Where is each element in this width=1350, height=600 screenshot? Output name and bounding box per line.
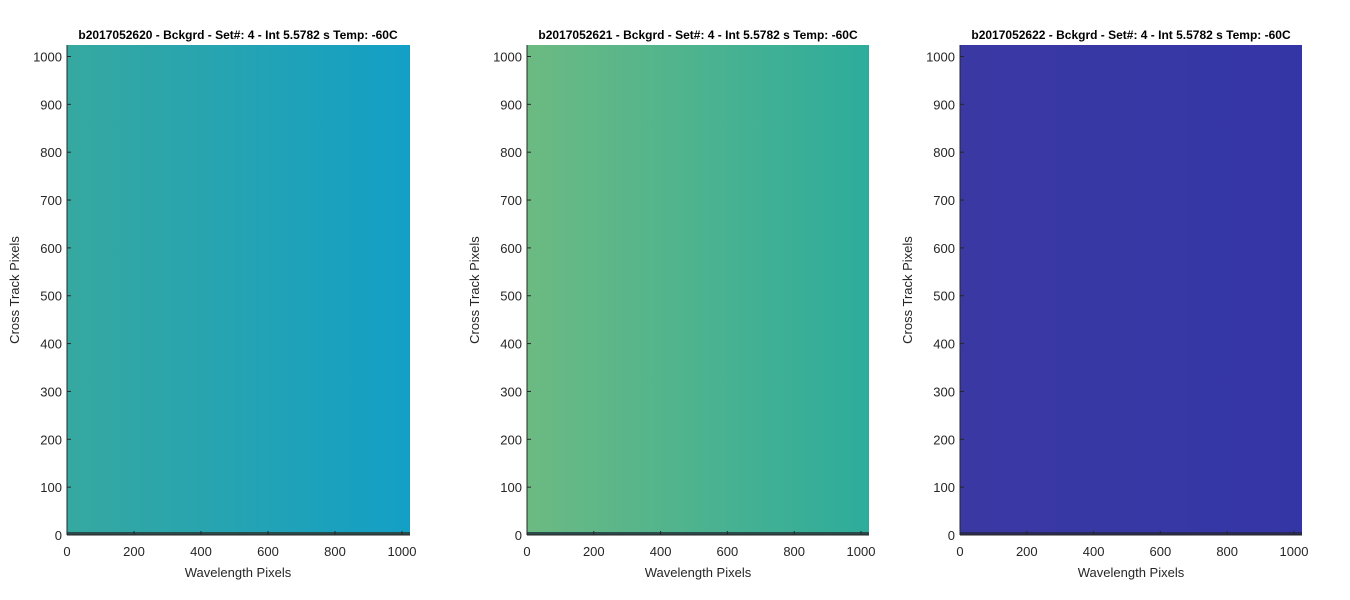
y-axis-label: Cross Track Pixels — [7, 236, 22, 344]
subplot-3: b2017052622 - Bckgrd - Set#: 4 - Int 5.5… — [900, 28, 1308, 580]
y-tick-label: 300 — [40, 384, 62, 399]
subplot-1: b2017052620 - Bckgrd - Set#: 4 - Int 5.5… — [7, 28, 416, 580]
y-tick-label: 600 — [500, 241, 522, 256]
y-tick-label: 1000 — [33, 49, 62, 64]
x-tick-label: 200 — [1016, 544, 1038, 559]
x-tick-label: 1000 — [388, 544, 417, 559]
y-tick-label: 400 — [933, 337, 955, 352]
x-tick-label: 1000 — [1280, 544, 1309, 559]
plot-area: 0 100 200 300 400 500 600 700 800 900 1000 0 200 400 6… — [33, 45, 416, 559]
y-tick-label: 600 — [933, 241, 955, 256]
heatmap-image — [67, 45, 410, 535]
y-tick-label: 200 — [40, 432, 62, 447]
y-tick-label: 700 — [500, 193, 522, 208]
x-tick-label: 200 — [583, 544, 605, 559]
y-tick-label: 500 — [40, 289, 62, 304]
plot-area: 0 100 200 300 400 500 600 700 800 900 1000 0 200 400 6… — [926, 45, 1308, 559]
x-tick-label: 1000 — [847, 544, 876, 559]
y-tick-label: 0 — [948, 528, 955, 543]
x-tick-label: 600 — [257, 544, 279, 559]
x-tick-label: 200 — [123, 544, 145, 559]
x-tick-label: 0 — [523, 544, 530, 559]
y-tick-label: 0 — [515, 528, 522, 543]
x-tick-label: 400 — [650, 544, 672, 559]
y-tick-label: 100 — [40, 480, 62, 495]
y-tick-label: 500 — [933, 289, 955, 304]
x-tick-label: 800 — [1216, 544, 1238, 559]
y-tick-label: 1000 — [493, 49, 522, 64]
subplot-2: b2017052621 - Bckgrd - Set#: 4 - Int 5.5… — [467, 28, 875, 580]
x-tick-label: 0 — [956, 544, 963, 559]
x-tick-label: 400 — [190, 544, 212, 559]
y-tick-label: 300 — [933, 384, 955, 399]
y-tick-label: 900 — [500, 97, 522, 112]
x-tick-label: 400 — [1083, 544, 1105, 559]
x-axis-label: Wavelength Pixels — [645, 565, 752, 580]
y-tick-label: 800 — [500, 145, 522, 160]
y-tick-label: 300 — [500, 384, 522, 399]
y-tick-label: 100 — [500, 480, 522, 495]
heatmap-bottom-row — [960, 532, 1302, 535]
x-tick-label: 800 — [324, 544, 346, 559]
y-tick-label: 900 — [40, 97, 62, 112]
y-axis-label: Cross Track Pixels — [900, 236, 915, 344]
plot-title: b2017052620 - Bckgrd - Set#: 4 - Int 5.5… — [78, 28, 398, 42]
y-axis-label: Cross Track Pixels — [467, 236, 482, 344]
x-tick-label: 0 — [63, 544, 70, 559]
y-tick-label: 400 — [500, 337, 522, 352]
heatmap-bottom-row — [527, 532, 869, 535]
y-tick-label: 1000 — [926, 49, 955, 64]
x-axis-label: Wavelength Pixels — [185, 565, 292, 580]
y-tick-label: 800 — [933, 145, 955, 160]
y-tick-label: 200 — [500, 432, 522, 447]
plot-title: b2017052621 - Bckgrd - Set#: 4 - Int 5.5… — [538, 28, 858, 42]
heatmap-image — [960, 45, 1302, 535]
x-tick-label: 600 — [1150, 544, 1172, 559]
y-tick-label: 700 — [40, 193, 62, 208]
x-tick-label: 800 — [783, 544, 805, 559]
heatmap-bottom-row — [67, 532, 410, 535]
y-tick-label: 0 — [55, 528, 62, 543]
plot-title: b2017052622 - Bckgrd - Set#: 4 - Int 5.5… — [971, 28, 1291, 42]
y-tick-label: 600 — [40, 241, 62, 256]
y-tick-label: 500 — [500, 289, 522, 304]
x-axis-label: Wavelength Pixels — [1078, 565, 1185, 580]
heatmap-image — [527, 45, 869, 535]
x-tick-label: 600 — [717, 544, 739, 559]
y-tick-label: 900 — [933, 97, 955, 112]
y-tick-label: 700 — [933, 193, 955, 208]
y-tick-label: 200 — [933, 432, 955, 447]
y-tick-label: 100 — [933, 480, 955, 495]
plot-area: 0 100 200 300 400 500 600 700 800 900 1000 0 200 400 6… — [493, 45, 875, 559]
y-tick-label: 800 — [40, 145, 62, 160]
y-tick-label: 400 — [40, 337, 62, 352]
